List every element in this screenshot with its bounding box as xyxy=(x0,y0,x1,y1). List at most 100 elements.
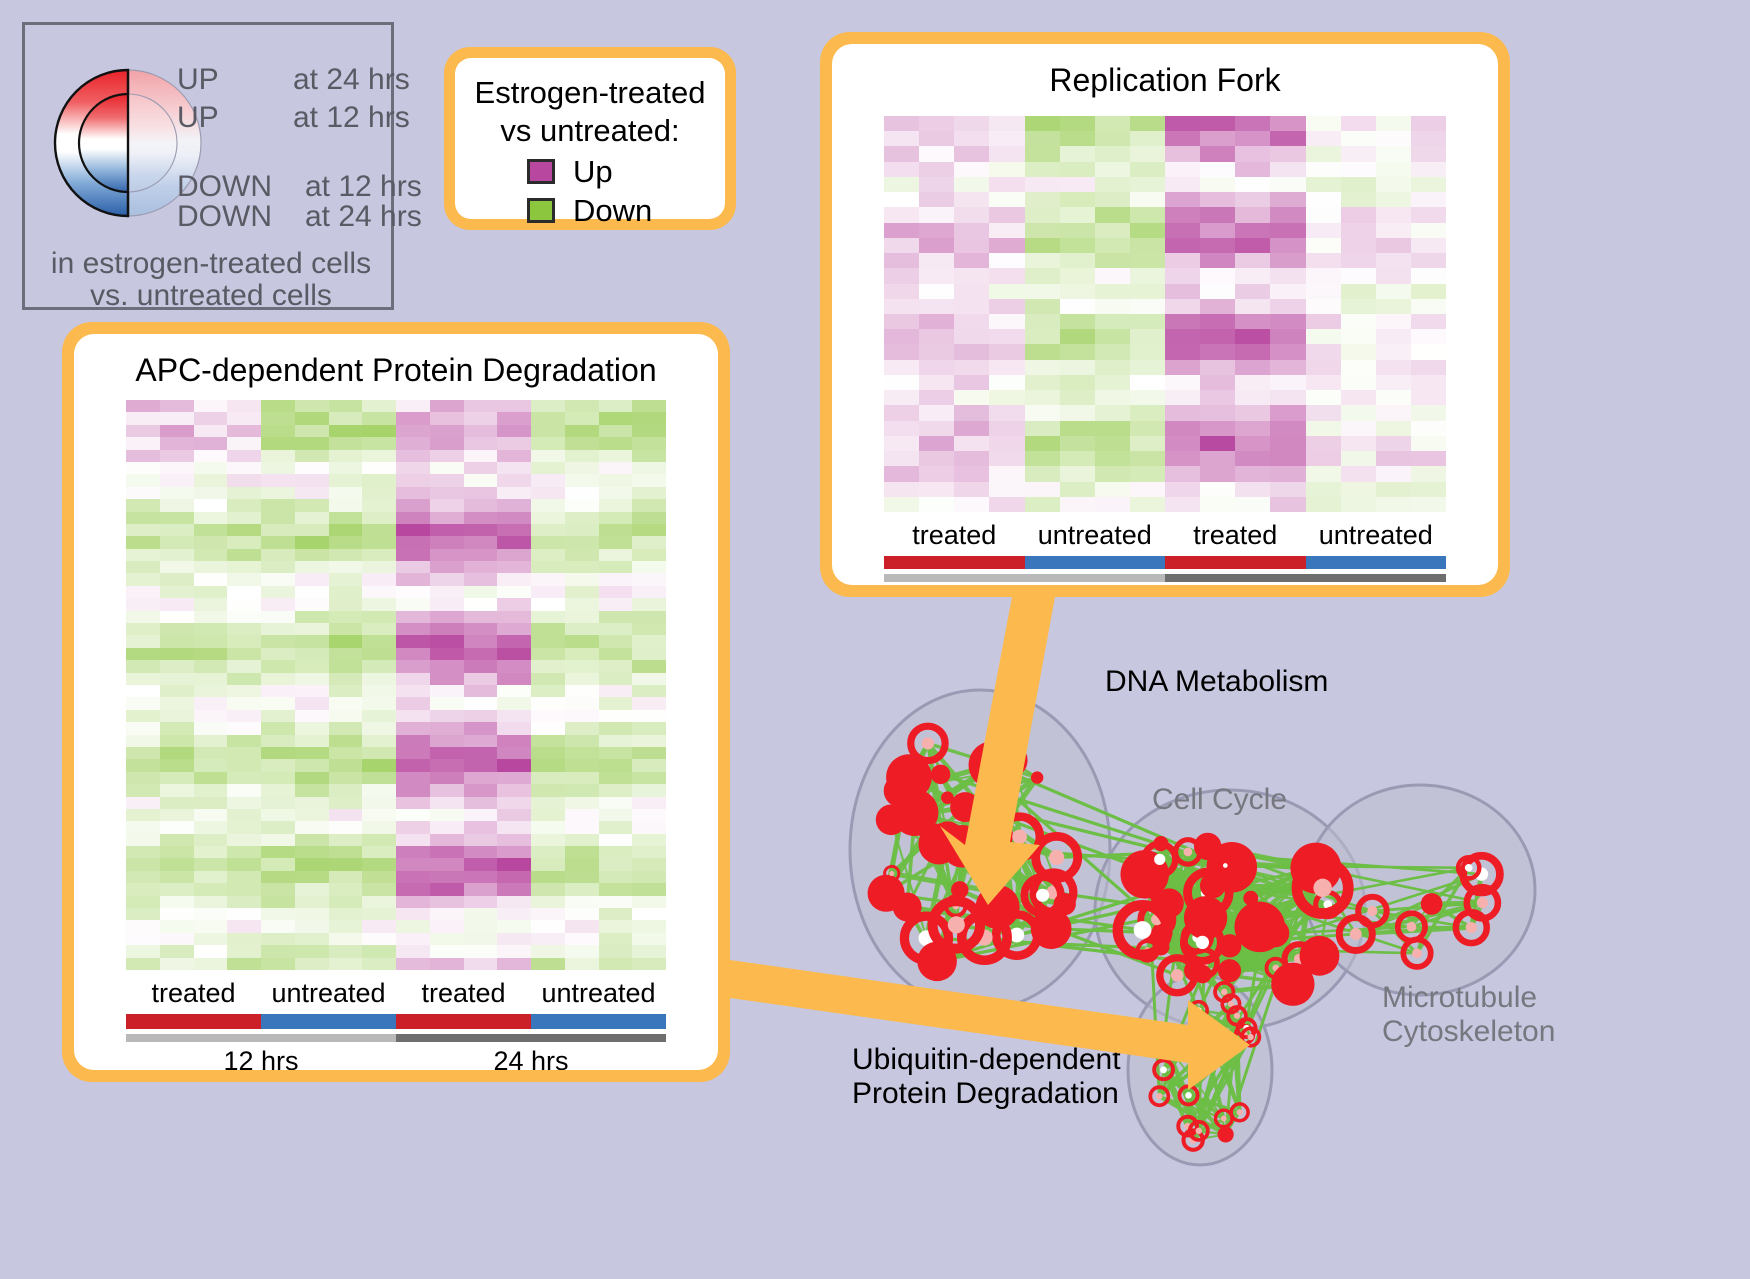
heatmap-cell xyxy=(362,858,396,871)
heatmap-cell xyxy=(1235,390,1271,406)
time-bar-segment xyxy=(884,574,1165,582)
heatmap-cell xyxy=(1024,359,1060,375)
heatmap-cell xyxy=(564,932,599,946)
heatmap-cell xyxy=(632,548,666,562)
network-node-core xyxy=(1133,921,1152,939)
heatmap-cell xyxy=(1235,192,1271,208)
heatmap-cell xyxy=(884,451,920,467)
heatmap-cell xyxy=(396,523,430,537)
heatmap-cell xyxy=(1129,313,1165,330)
heatmap-cell xyxy=(1305,176,1341,193)
heatmap-cell xyxy=(429,598,464,611)
heatmap-cell xyxy=(1410,466,1446,482)
heatmap-cell xyxy=(193,920,228,933)
heatmap-cell xyxy=(362,945,396,958)
heatmap-cell xyxy=(126,746,160,760)
heatmap-cell xyxy=(1235,451,1271,467)
heatmap-cell xyxy=(294,920,329,933)
heatmap-cell xyxy=(989,390,1025,406)
heatmap-cell xyxy=(1200,176,1236,193)
heatmap-cell xyxy=(1235,176,1271,193)
heatmap-cell xyxy=(1129,435,1165,452)
heatmap-cell xyxy=(227,932,261,946)
heatmap-cell xyxy=(126,660,160,673)
heatmap-cell xyxy=(1059,451,1095,467)
heatmap-cell xyxy=(362,499,396,512)
heatmap-cell xyxy=(328,957,363,970)
heatmap-cell xyxy=(1270,268,1306,284)
heatmap-cell xyxy=(1094,420,1130,436)
heatmap-cell xyxy=(1270,390,1306,406)
heatmap-cell xyxy=(497,672,531,685)
heatmap-cell xyxy=(1410,283,1446,299)
heatmap-replication-fork xyxy=(884,116,1446,512)
heatmap-cell xyxy=(362,424,396,438)
heatmap-cell xyxy=(328,784,363,797)
heatmap-cell xyxy=(463,771,498,785)
network-node-core xyxy=(1049,849,1065,865)
network-node xyxy=(968,741,1016,789)
heatmap-cell xyxy=(598,548,633,562)
heatmap-cell xyxy=(1270,466,1306,482)
heatmap-cell xyxy=(1094,268,1130,284)
heatmap-cell xyxy=(1165,131,1201,147)
heatmap-cell xyxy=(1270,207,1306,223)
heatmap-cell xyxy=(328,883,363,896)
heatmap-cell xyxy=(429,697,464,710)
heatmap-cell xyxy=(564,672,599,685)
heatmap-cell xyxy=(429,709,464,723)
heatmap-cell xyxy=(1200,192,1236,208)
heatmap-cell xyxy=(159,623,194,636)
network-node xyxy=(991,910,1042,960)
heatmap-cell xyxy=(328,536,363,549)
heatmap-cell xyxy=(328,610,363,624)
heatmap-cell xyxy=(1270,298,1306,314)
heatmap-cell xyxy=(1410,344,1446,360)
heatmap-cell xyxy=(531,635,565,648)
heatmap-cell xyxy=(1375,496,1411,512)
heatmap-cell xyxy=(989,435,1025,452)
heatmap-cell xyxy=(598,400,633,413)
heatmap-cell xyxy=(497,722,531,735)
heatmap-cell xyxy=(884,344,920,360)
heatmap-cell xyxy=(227,610,261,624)
heatmap-cell xyxy=(396,908,430,921)
heatmap-cell xyxy=(1340,405,1376,421)
heatmap-cell xyxy=(531,598,565,611)
heatmap-cell xyxy=(1340,435,1376,452)
heatmap-cell xyxy=(531,697,565,710)
heatmap-cell xyxy=(261,771,295,785)
heatmap-cell xyxy=(497,598,531,611)
heatmap-cell xyxy=(193,870,228,884)
heatmap-cell xyxy=(564,771,599,785)
heatmap-cell xyxy=(1375,116,1411,132)
legend-swatch-down xyxy=(527,198,555,223)
heatmap-cell xyxy=(193,833,228,847)
heatmap-cell xyxy=(126,895,160,909)
heatmap-cell xyxy=(294,623,329,636)
heatmap-cell xyxy=(1340,131,1376,147)
heatmap-cell xyxy=(531,784,565,797)
heatmap-cell xyxy=(497,858,531,871)
heatmap-cell xyxy=(1094,283,1130,299)
heatmap-cell xyxy=(328,647,363,661)
cluster-label-ubiquitin-degradation: Ubiquitin-dependent Protein Degradation xyxy=(852,1043,1121,1110)
heatmap-cell xyxy=(564,945,599,958)
heatmap-cell xyxy=(429,536,464,549)
heatmap-cell xyxy=(1340,496,1376,512)
heatmap-cell xyxy=(1165,161,1201,177)
heatmap-cell xyxy=(1375,131,1411,147)
heatmap-cell xyxy=(1410,146,1446,162)
heatmap-cell xyxy=(632,561,666,574)
heatmap-cell xyxy=(989,405,1025,421)
heatmap-cell xyxy=(531,424,565,438)
heatmap-cell xyxy=(1059,237,1095,254)
heatmap-cell xyxy=(1340,329,1376,345)
network-node xyxy=(1217,1126,1234,1143)
heatmap-cell xyxy=(884,481,920,497)
heatmap-cell xyxy=(954,283,990,299)
heatmap-cell xyxy=(227,647,261,661)
heatmap-cell xyxy=(1059,222,1095,238)
heatmap-cell xyxy=(396,920,430,933)
